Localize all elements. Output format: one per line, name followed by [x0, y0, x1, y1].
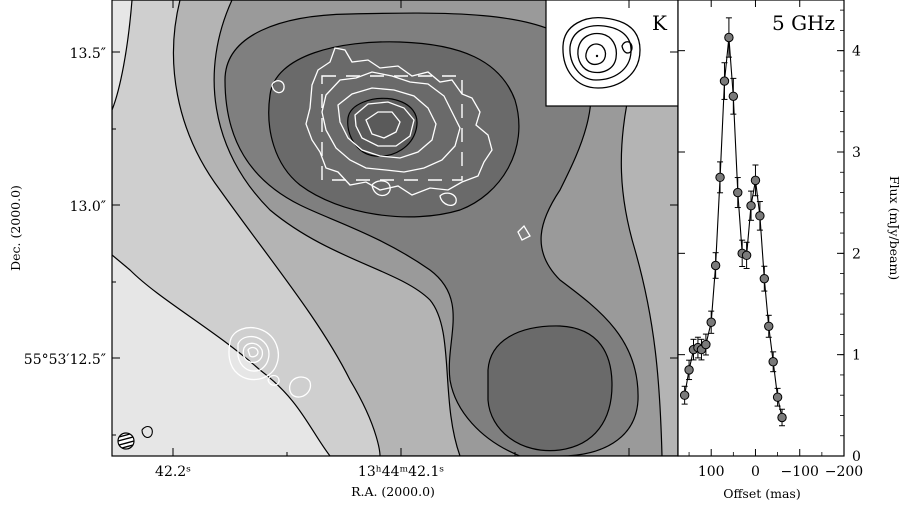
map-x-tick: 42.2ˢ — [155, 464, 191, 480]
profile-y-axis-label: Flux (mJy/beam) — [887, 176, 902, 280]
white-contours — [228, 47, 531, 398]
profile-data-point — [750, 175, 761, 186]
map-x-tick: 13ʰ44ᵐ42.1ˢ — [358, 464, 444, 480]
inset-label: K — [652, 11, 668, 35]
profile-data-point — [768, 357, 778, 367]
profile-data-point — [679, 390, 690, 400]
profile-data-point — [759, 273, 770, 284]
profile-y-tick-label: 3 — [852, 145, 861, 161]
profile-title: 5 GHz — [772, 11, 835, 35]
profile-x-tick-label: 100 — [698, 464, 725, 480]
profile-data-point — [724, 32, 734, 43]
profile-data-point — [728, 91, 739, 101]
map-y-axis-label: Dec. (2000.0) — [8, 185, 23, 271]
profile-data-point — [710, 260, 721, 271]
profile-data-point — [755, 211, 765, 221]
profile-data-point — [772, 392, 783, 402]
map-x-axis-label: R.A. (2000.0) — [351, 484, 435, 499]
profile-x-tick-label: 0 — [751, 464, 760, 480]
profile-x-axis-label: Offset (mas) — [723, 486, 800, 501]
profile-data-point — [741, 250, 752, 261]
map-y-tick: 55°53′12.5″ — [24, 352, 106, 368]
inset-k: K — [545, 0, 679, 107]
profile-data-point — [684, 365, 694, 375]
profile-data-point — [764, 321, 774, 331]
contour-level-6-south — [487, 325, 613, 452]
map-x-ticks: 42.2ˢ 13ʰ44ᵐ42.1ˢ — [155, 464, 444, 480]
contour-island — [141, 425, 153, 439]
profile-y-tick-label: 0 — [852, 449, 861, 465]
profile-data-point — [719, 76, 730, 86]
profile-data-point — [746, 201, 756, 211]
profile-panel: 5 GHz 0 1 2 3 4 100 0 −100 −200 Offset (mas) Flu… — [677, 0, 902, 501]
profile-x-tick-label: −100 — [781, 464, 819, 480]
profile-data-point — [715, 172, 725, 183]
profile-y-tick-label: 4 — [852, 44, 861, 60]
profile-axes: 0 1 2 3 4 100 0 −100 −200 — [678, 0, 863, 480]
profile-series — [679, 17, 787, 427]
contour-level-7 — [347, 97, 418, 157]
profile-y-tick-label: 2 — [852, 246, 861, 262]
map-y-ticks: 13.5″ 13.0″ 55°53′12.5″ — [24, 46, 106, 368]
beam-icon — [117, 432, 135, 450]
profile-data-point — [706, 317, 716, 327]
map-y-tick: 13.5″ — [70, 46, 106, 62]
map-y-tick: 13.0″ — [70, 199, 106, 215]
profile-y-tick-label: 1 — [852, 348, 861, 364]
profile-x-tick-label: −200 — [825, 464, 863, 480]
profile-data-point — [701, 339, 711, 350]
profile-data-point — [733, 187, 743, 198]
map-ticks — [112, 0, 678, 456]
profile-data-point — [777, 412, 787, 423]
